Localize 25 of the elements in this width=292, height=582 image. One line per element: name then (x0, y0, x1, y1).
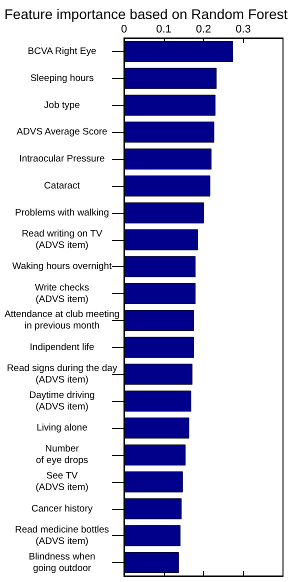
y-tick-label: Sleeping hours (30, 72, 94, 84)
x-tick-label: 0 (120, 24, 128, 36)
y-tick-label: ADVS Average Score (16, 126, 108, 138)
y-tick-label: Problems with walking (15, 207, 109, 218)
y-tick-label: Daytime driving (ADVS item) (29, 390, 95, 412)
y-tick-label: Cancer history (31, 503, 93, 514)
x-tick-label: 0.3 (236, 24, 251, 36)
y-tick-label: Intraocular Pressure (19, 154, 105, 165)
y-tick-label: Attendance at club meeting in previous month (4, 309, 120, 332)
y-tick-label: Blindness when going outdoor (28, 551, 96, 574)
y-tick-label: Job type (44, 100, 80, 111)
y-tick-label: Indipendent life (30, 342, 94, 353)
y-tick-label: Living alone (36, 422, 88, 434)
y-tick-label: BCVA Right Eye (28, 46, 96, 57)
y-tick-label: Read writing on TV (ADVS item) (22, 228, 103, 251)
y-tick-label: Cataract (44, 180, 80, 192)
y-tick-label: Number of eye drops (36, 444, 88, 466)
y-tick-label: See TV (ADVS item) (36, 470, 88, 494)
y-tick-label: Read medicine bottles (ADVS item) (15, 524, 110, 547)
y-tick-label: Waking hours overnight (12, 261, 112, 272)
y-tick-label: Write checks (ADVS item) (34, 282, 90, 305)
x-tick-label: 0.2 (196, 24, 212, 36)
x-tick-label: 0.1 (156, 24, 172, 36)
chart-title: Feature importance based on Random Forest (4, 6, 288, 22)
y-tick-label: Read signs during the day (ADVS item) (6, 363, 118, 386)
